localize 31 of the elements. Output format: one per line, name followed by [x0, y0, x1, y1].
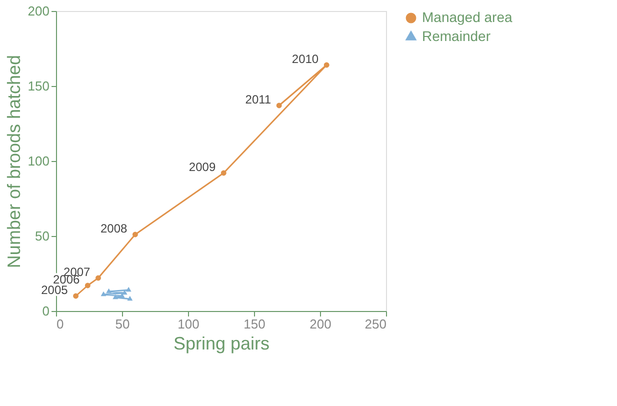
point	[127, 296, 133, 301]
annotation: 2011	[245, 92, 272, 106]
annotation: 2009	[188, 160, 216, 174]
x-tick-label: 0	[56, 316, 64, 332]
y-tick-label: 200	[28, 4, 50, 18]
annotation: 2010	[292, 52, 319, 66]
point	[100, 291, 106, 296]
y-tick-label: 100	[28, 154, 50, 168]
legend-label: Remainder	[422, 28, 491, 44]
point	[220, 170, 226, 176]
x-tick-label: 50	[115, 316, 130, 332]
point	[106, 288, 112, 294]
x-tick-label: 200	[310, 316, 332, 332]
point	[324, 62, 330, 68]
y-tick-label: 50	[35, 228, 50, 244]
point	[84, 282, 90, 288]
point	[276, 102, 282, 108]
y-tick-label: 0	[42, 304, 50, 318]
point	[112, 294, 118, 300]
x-tick-label: 250	[364, 316, 386, 332]
point	[96, 275, 101, 281]
x-tick-label: 150	[244, 316, 266, 332]
x-tick-label: 100	[178, 316, 200, 332]
point	[73, 293, 79, 299]
legend-label: Managed area	[422, 9, 513, 25]
point	[126, 286, 132, 292]
point	[132, 232, 138, 238]
annotation: 2008	[100, 222, 128, 236]
y-tick-label: 150	[28, 78, 50, 94]
y-axis-title: Number of broods hatched	[4, 54, 24, 268]
x-axis-title: Spring pairs	[173, 334, 270, 354]
